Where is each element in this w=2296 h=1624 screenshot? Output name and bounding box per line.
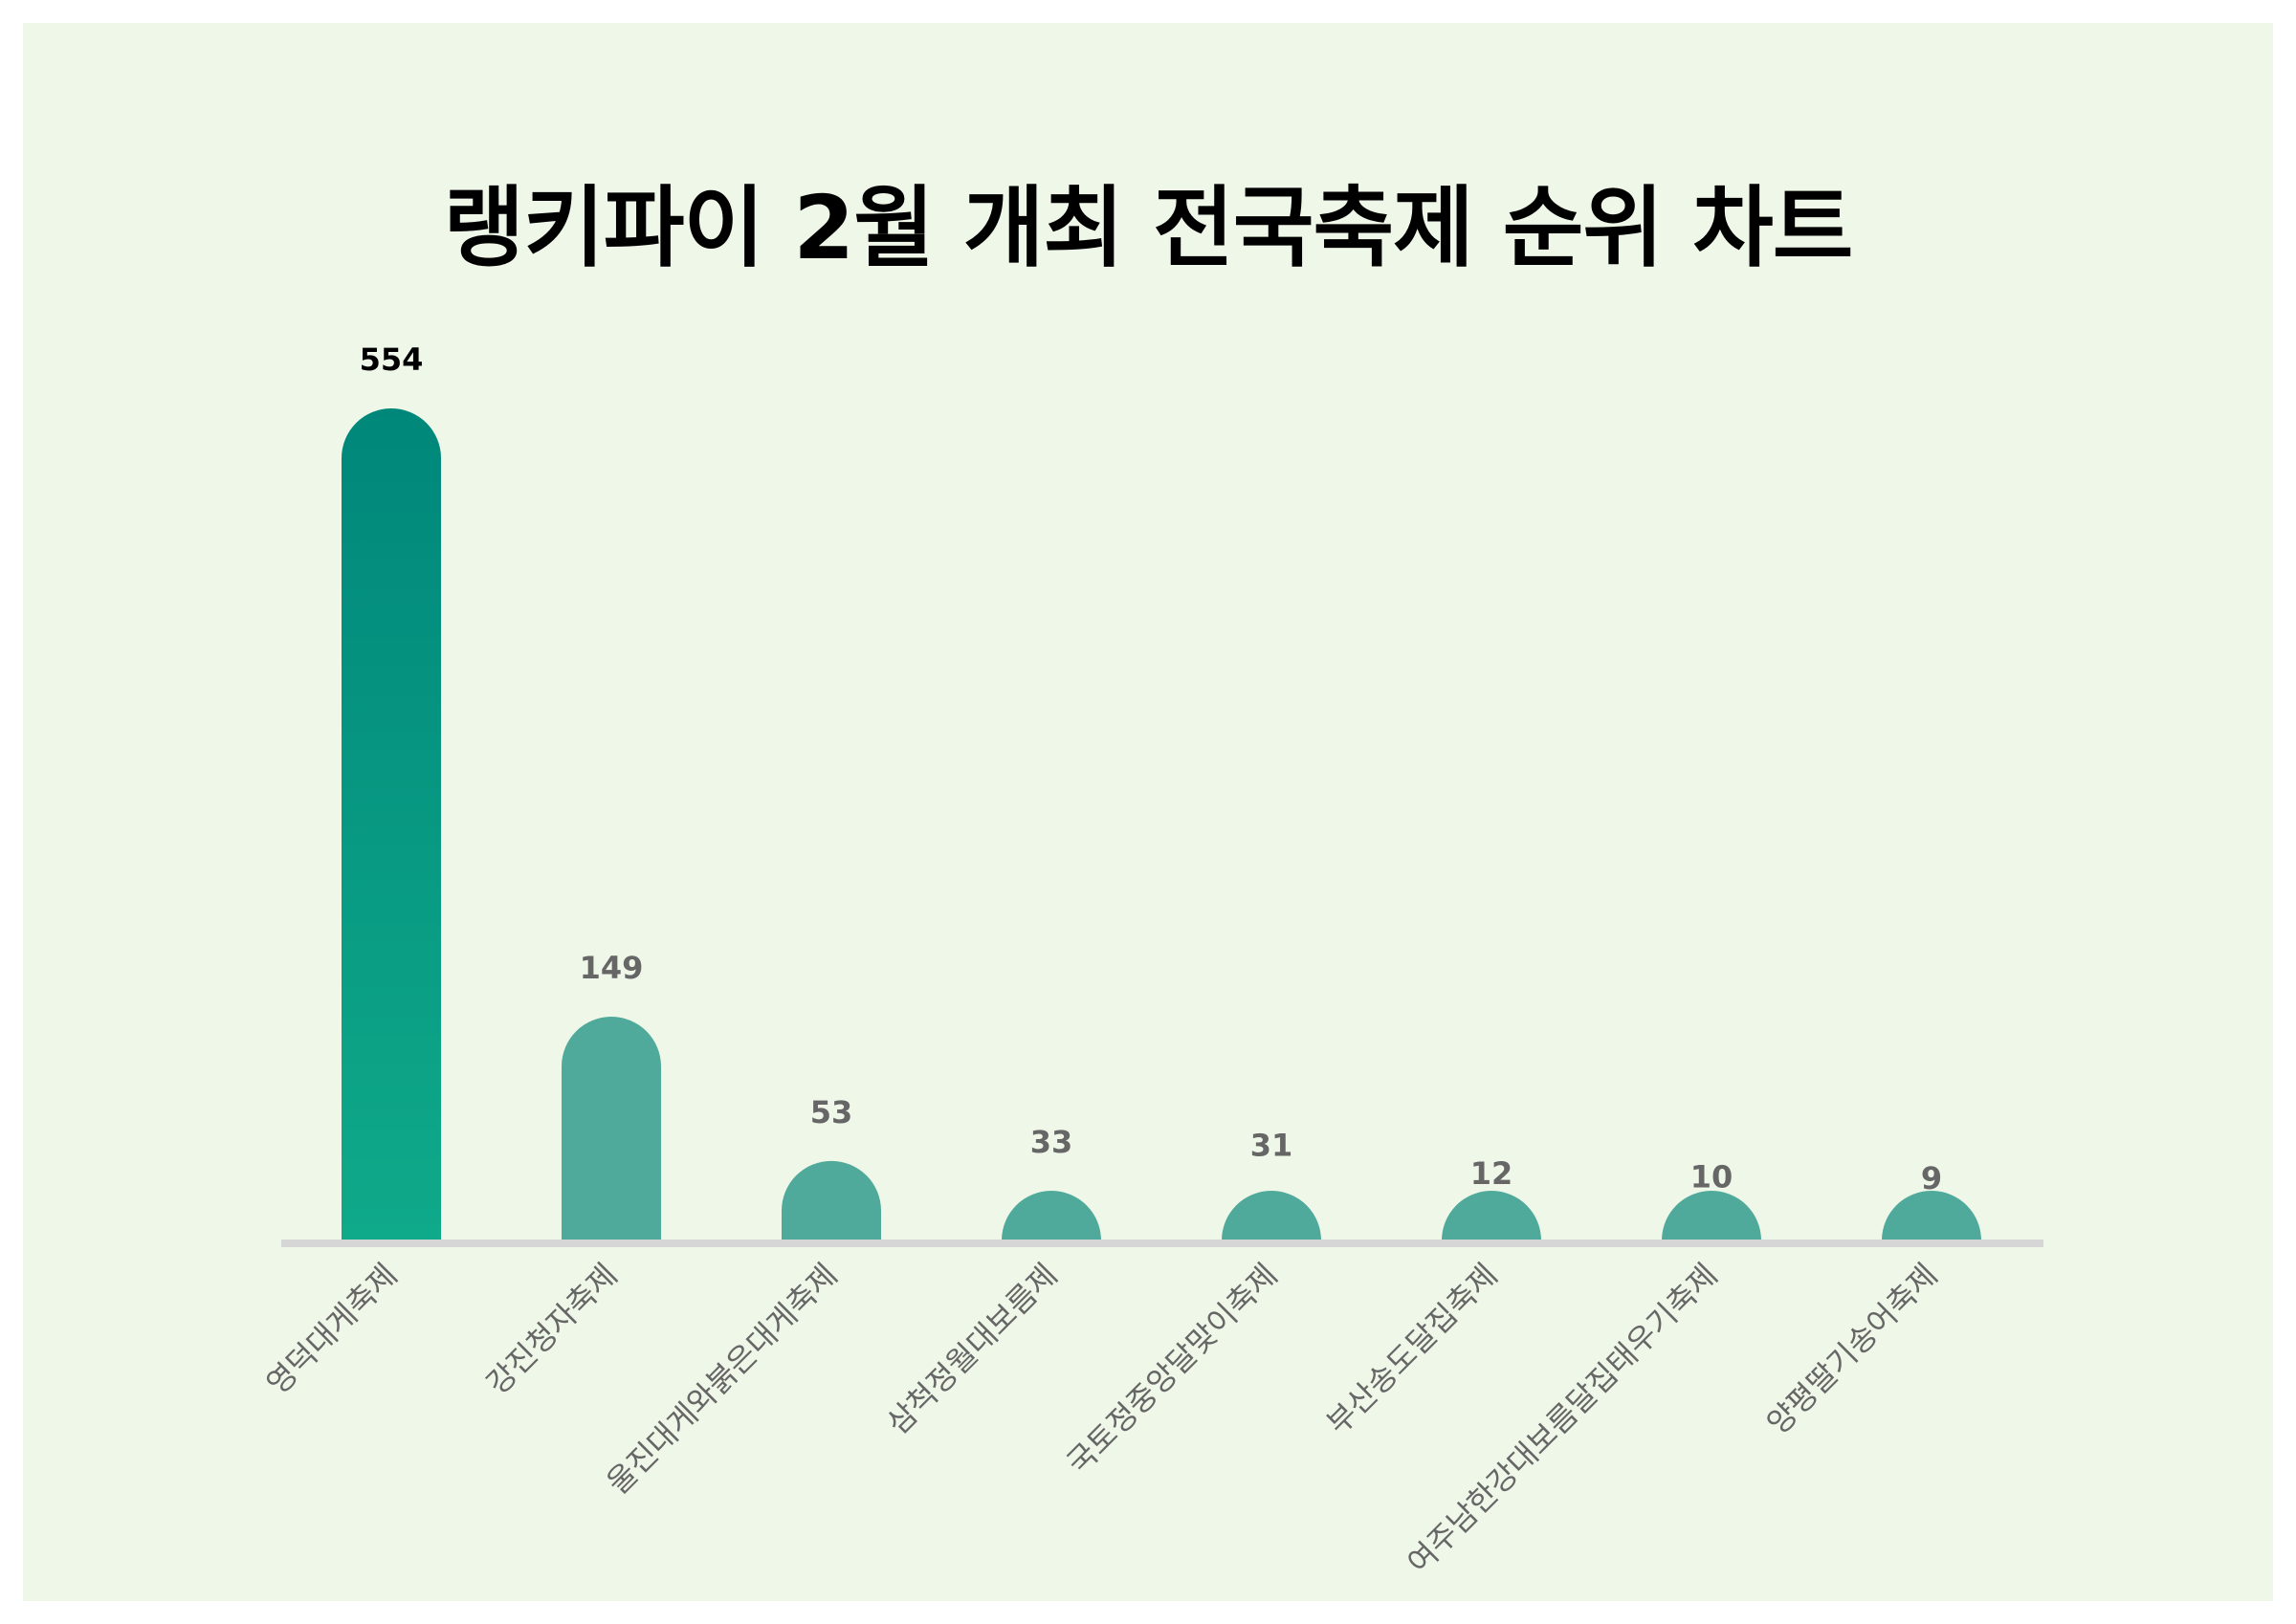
value-label-8: 9 — [1921, 1160, 1942, 1196]
category-label-6: 부산송도달집축제 — [1319, 1257, 1504, 1441]
chart-title: 랭키파이 2월 개최 전국축제 순위 차트 — [443, 177, 1854, 279]
value-label-2: 149 — [580, 950, 644, 986]
bar-8 — [1882, 1191, 1981, 1240]
bar-3 — [782, 1160, 881, 1240]
value-label-7: 10 — [1690, 1158, 1733, 1195]
category-label-1: 영덕대게축제 — [259, 1257, 405, 1402]
category-label-5: 국토정중앙달맞이축제 — [1060, 1257, 1285, 1481]
value-label-4: 33 — [1030, 1124, 1073, 1160]
value-label-6: 12 — [1470, 1155, 1513, 1192]
value-label-3: 53 — [810, 1094, 853, 1130]
category-label-4: 삼척정월대보름제 — [879, 1257, 1064, 1441]
value-label-5: 31 — [1250, 1127, 1293, 1163]
bar-1 — [342, 408, 441, 1240]
category-label-8: 양평딸기송어축제 — [1759, 1257, 1944, 1441]
category-label-3: 울진대게와붉은대게축제 — [600, 1257, 845, 1502]
bar-5 — [1222, 1191, 1321, 1240]
bar-4 — [1002, 1191, 1101, 1240]
bar-7 — [1662, 1191, 1761, 1240]
category-label-2: 강진청자축제 — [479, 1257, 625, 1402]
bar-2 — [562, 1017, 661, 1240]
bar-6 — [1442, 1191, 1541, 1240]
value-label-1: 554 — [360, 341, 424, 378]
